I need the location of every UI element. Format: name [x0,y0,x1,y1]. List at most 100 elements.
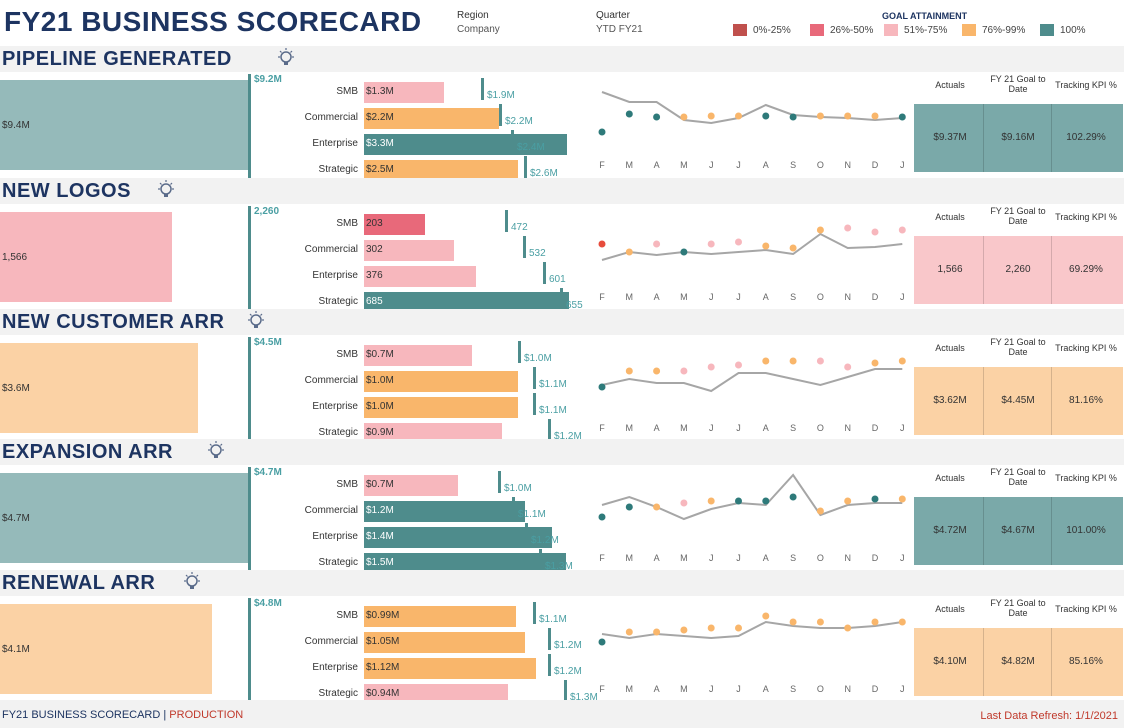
category-bar[interactable]: $2.2M [364,108,499,129]
month-tick-label: J [709,160,714,170]
category-bar[interactable]: $0.7M [364,345,472,366]
lightbulb-icon[interactable] [182,572,202,594]
month-tick-label: A [763,553,769,563]
quarter-label: Quarter [596,10,630,21]
category-value-label: $1.05M [366,636,400,647]
trend-point [653,367,661,375]
category-value-label: 376 [366,270,383,281]
category-bar[interactable]: $1.5M [364,553,566,574]
month-tick-label: J [900,423,905,433]
trend-point [762,357,770,365]
category-value-label: $1.3M [366,86,394,97]
category-bar[interactable]: 203 [364,214,425,235]
category-goal-label: 655 [566,300,583,311]
kpi-divider [983,236,984,304]
category-value-label: $1.0M [366,401,394,412]
category-goal-marker [533,367,536,389]
category-bar[interactable]: $3.3M [364,134,567,155]
category-goal-marker [524,156,527,178]
category-bar[interactable]: $1.05M [364,632,525,653]
lightbulb-icon[interactable] [246,311,266,333]
month-tick-label: J [900,292,905,302]
trend-point [735,361,742,369]
category-label: Enterprise [312,531,358,542]
quarter-filter[interactable]: YTD FY21 [596,24,643,35]
lightbulb-icon[interactable] [276,48,296,70]
month-tick-label: F [599,160,605,170]
month-tick-label: N [844,684,851,694]
trend-point [898,113,906,121]
trend-point [789,357,797,365]
lightbulb-icon[interactable] [156,180,176,202]
category-goal-marker [564,680,567,702]
section-header-band [0,46,1124,72]
category-value-label: $2.5M [366,164,394,175]
total-actual-bar[interactable] [0,604,212,694]
month-tick-label: M [680,160,688,170]
total-actual-bar[interactable] [0,212,172,302]
category-bar[interactable]: 376 [364,266,476,287]
category-goal-label: $2.6M [530,168,558,179]
category-bar[interactable]: $1.2M [364,501,525,522]
lightbulb-icon[interactable] [206,441,226,463]
total-actual-bar[interactable] [0,473,248,563]
region-filter[interactable]: Company [457,24,500,35]
category-bar[interactable]: $1.0M [364,397,518,418]
category-bar[interactable]: $2.5M [364,160,518,181]
trend-point [844,224,852,232]
kpi-divider [983,104,984,172]
category-bar[interactable]: $1.3M [364,82,444,103]
month-tick-label: M [680,423,688,433]
category-value-label: $3.3M [366,138,394,149]
category-goal-label: $1.1M [539,405,567,416]
legend-title: GOAL ATTAINMENT [882,11,968,21]
month-tick-label: D [872,553,879,563]
kpi-divider [1051,367,1052,435]
trend-point [625,367,633,375]
category-bar[interactable]: 302 [364,240,454,261]
region-label: Region [457,10,489,21]
month-tick-label: J [736,160,741,170]
category-bar[interactable]: $0.7M [364,475,458,496]
kpi-actuals-header: Actuals [935,343,965,353]
category-goal-marker [560,288,563,310]
category-bar[interactable]: $0.99M [364,606,516,627]
category-goal-marker [499,104,502,126]
trend-point [680,248,688,256]
month-tick-label: M [680,553,688,563]
total-actual-bar[interactable] [0,343,198,433]
category-bar[interactable]: 685 [364,292,569,313]
kpi-panel [914,497,1123,565]
month-tick-label: A [763,423,769,433]
category-goal-label: $1.2M [554,640,582,651]
category-goal-label: $1.2M [531,535,559,546]
trend-point [871,112,879,120]
category-goal-marker [481,78,484,100]
legend-swatch [884,24,898,36]
kpi-panel [914,628,1123,696]
category-label: Strategic [318,557,358,568]
category-label: Strategic [318,688,358,699]
category-label: Enterprise [312,662,358,673]
trend-point [625,628,633,636]
category-bar[interactable]: $0.9M [364,423,502,444]
trend-line [601,368,903,393]
category-goal-label: $1.3M [570,692,598,703]
category-bar[interactable]: $0.94M [364,684,508,705]
category-goal-label: $1.1M [518,509,546,520]
kpi-goal-header: FY 21 Goal to Date [990,206,1046,226]
kpi-actuals-value: $4.10M [933,656,967,667]
section-title: NEW LOGOS [2,180,131,202]
category-bar[interactable]: $1.12M [364,658,536,679]
category-bar[interactable]: $1.4M [364,527,552,548]
trend-line [601,91,903,125]
section-header-band [0,178,1124,204]
category-bar[interactable]: $1.0M [364,371,518,392]
trend-point [871,228,879,236]
total-actual-bar[interactable] [0,80,248,170]
trend-point [625,248,633,256]
trend-point [735,112,742,120]
category-value-label: $0.94M [366,688,400,699]
month-tick-label: J [736,292,741,302]
